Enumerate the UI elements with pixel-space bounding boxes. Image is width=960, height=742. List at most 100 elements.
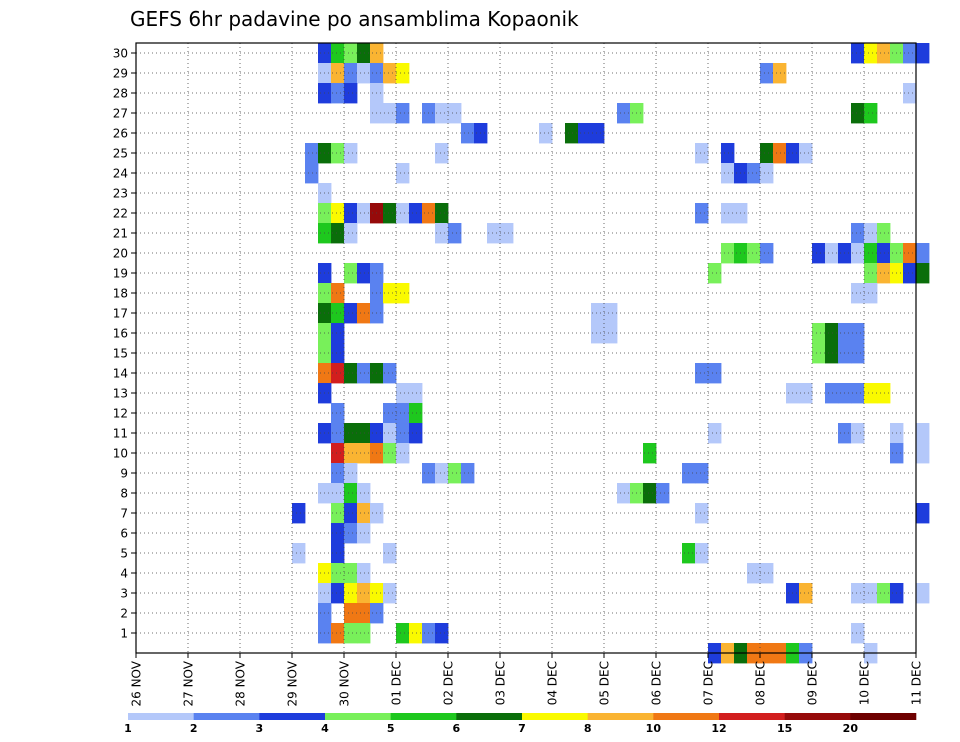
cell [851,383,865,404]
cell [773,143,787,164]
legend-label: 1 [124,722,132,735]
cell [331,43,345,64]
cell [760,243,774,264]
cell [357,523,371,544]
cell [851,423,865,444]
legend-swatch [390,713,457,720]
cell [695,203,709,224]
y-tick-label: 12 [113,407,128,421]
legend-swatch [128,713,194,720]
cell [812,343,826,364]
cell [825,243,839,264]
legend-label: 3 [256,722,264,735]
y-tick-label: 1 [120,627,128,641]
cell [357,43,371,64]
chart-title: GEFS 6hr padavine po ansamblima Kopaonik [130,7,579,31]
cell [695,363,709,384]
cell [357,203,371,224]
y-tick-label: 7 [120,507,128,521]
y-tick-label: 3 [120,587,128,601]
cell [435,143,449,164]
cell [695,543,709,564]
cell [357,603,371,624]
legend-swatch [653,713,720,720]
cell [396,203,410,224]
cell [383,283,397,304]
cell [656,483,670,504]
cell [331,563,345,584]
legend-swatch [850,713,917,720]
cell [435,463,449,484]
cell [643,443,657,464]
cell [331,423,345,444]
y-tick-label: 27 [113,107,128,121]
x-tick-label: 02 DEC [442,661,456,705]
cell [357,503,371,524]
cell [409,623,423,644]
cell [864,103,878,124]
x-tick-label: 11 DEC [910,661,924,705]
x-tick-label: 10 DEC [858,661,872,705]
cell [877,383,891,404]
cell [903,263,917,284]
legend-label: 2 [190,722,198,735]
cell [864,583,878,604]
cell [851,243,865,264]
cell [799,383,813,404]
cell [448,223,462,244]
cell [877,263,891,284]
legend-swatch [325,713,391,720]
cell [357,483,371,504]
cell [331,483,345,504]
legend-swatch [193,713,260,720]
y-tick-label: 11 [113,427,128,441]
cell [591,303,605,324]
cell [864,43,878,64]
cell [721,163,735,184]
cell [331,583,345,604]
cell [851,323,865,344]
legend-label: 15 [777,722,792,735]
x-tick-label: 08 DEC [754,661,768,705]
cell [331,323,345,344]
cell [877,583,891,604]
cell [331,463,345,484]
cell [565,123,579,144]
cell [877,223,891,244]
cell [760,63,774,84]
cell [539,123,553,144]
cell [695,143,709,164]
cell [825,383,839,404]
cell [344,503,358,524]
legend-swatch [784,713,851,720]
grid-lines [136,43,916,653]
cell [344,263,358,284]
cell [357,583,371,604]
cell [357,423,371,444]
cell [760,163,774,184]
cell [799,143,813,164]
cell [396,403,410,424]
cell [292,503,306,524]
cell [331,203,345,224]
cell [916,243,930,264]
cell [383,443,397,464]
cell [851,283,865,304]
cell [721,203,735,224]
cell [864,263,878,284]
cell [396,163,410,184]
cell [331,303,345,324]
x-tick-label: 03 DEC [494,661,508,705]
y-tick-label: 5 [120,547,128,561]
cell [721,243,735,264]
cell [903,243,917,264]
cell [344,143,358,164]
cell [916,443,930,464]
cell [383,203,397,224]
y-tick-label: 14 [113,367,128,381]
cell [344,363,358,384]
cell [721,143,735,164]
cell [331,363,345,384]
cell [435,223,449,244]
cell [708,423,722,444]
